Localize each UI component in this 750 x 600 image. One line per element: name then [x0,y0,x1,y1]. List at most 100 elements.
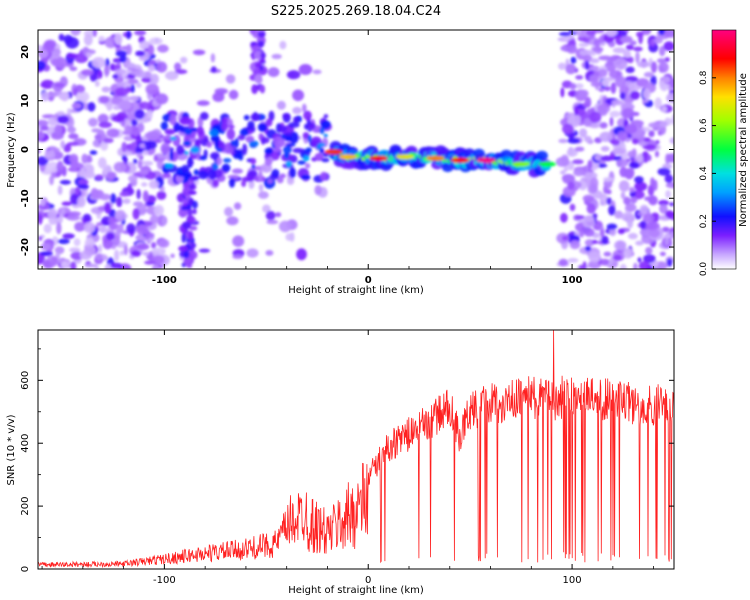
heatmap-cell [618,180,630,192]
heatmap-cell [239,128,249,136]
heatmap-cell [38,149,42,154]
heatmap-cell [251,164,256,170]
heatmap-cell [180,206,189,211]
heatmap-cell [323,133,328,138]
chart-title: S225.2025.269.18.04.C24 [271,4,441,19]
heatmap-cell [199,112,209,121]
heatmap-cell [323,114,329,119]
heatmap-cell [186,190,197,195]
heatmap-cell [622,107,635,119]
heatmap-cell [633,46,643,52]
heatmap-cell [641,30,652,36]
heatmap-cell [91,128,102,133]
heatmap-cell [305,147,312,153]
heatmap-cell [216,147,223,152]
heatmap-cell [606,223,618,230]
heatmap-cell [634,181,648,192]
heatmap-cell [119,191,130,197]
heatmap-cell [617,131,628,141]
heatmap-cell [97,157,107,169]
heatmap-cell [176,124,185,132]
heatmap-cell [144,140,157,150]
heatmap-cell [659,251,666,257]
heatmap-cell [114,249,120,262]
heatmap-cell [162,172,172,179]
heatmap-cell [111,114,126,122]
heatmap-cell [127,62,136,69]
heatmap-cell [562,123,574,135]
heatmap-cell [149,214,159,224]
heatmap-cell [83,33,93,46]
heatmap-cell [116,68,126,74]
top-y-tick-label: -10 [20,189,31,207]
colorbar-tick-label: 0.2 [699,214,709,228]
heatmap-cell [40,79,55,90]
heatmap-cell [250,158,257,165]
heatmap-cell [663,41,674,52]
heatmap-cell [292,106,302,115]
heatmap-cell [563,166,569,172]
snr-series-line [38,330,674,569]
heatmap-cell [590,81,604,87]
heatmap-cell [99,225,107,234]
heatmap-cell [583,118,592,127]
heatmap-cell [604,85,611,92]
heatmap-cell [611,99,624,106]
heatmap-cell [635,240,644,246]
heatmap-cell [451,157,469,163]
heatmap-cell [94,80,100,87]
heatmap-cell [614,210,623,219]
heatmap-cell [151,264,160,269]
heatmap-cell [88,117,98,127]
heatmap-cell [261,137,270,144]
heatmap-cell [567,138,581,144]
heatmap-cell [624,124,638,134]
heatmap-cell [558,62,566,70]
heatmap-cell [276,176,284,184]
heatmap-cell [252,30,261,39]
heatmap-cell [136,189,141,200]
heatmap-cell [569,240,581,250]
heatmap-cell [141,182,148,187]
heatmap-cell [60,91,70,102]
heatmap-cell [160,142,171,155]
heatmap-cell [128,95,140,102]
heatmap-cell [247,169,258,178]
heatmap-cell [289,232,295,242]
heatmap-cell [156,190,167,200]
heatmap-cell [284,135,292,142]
heatmap-cell [249,140,259,147]
heatmap-cell [644,196,655,202]
top-x-tick-label: 100 [562,275,583,286]
heatmap-cell [623,248,633,259]
heatmap-cell [191,200,198,209]
heatmap-cell [598,87,605,92]
heatmap-cell [58,33,65,42]
heatmap-cell [573,168,585,177]
heatmap-cell [73,87,78,97]
heatmap-cell [582,194,595,202]
heatmap-cell [566,44,578,54]
heatmap-cell [113,161,127,173]
heatmap-cell [38,213,43,225]
heatmap-cell [592,46,604,53]
heatmap-cell [639,204,649,215]
heatmap-cell [599,229,605,238]
heatmap-cell [297,160,307,165]
heatmap-cell [613,58,628,70]
heatmap-cell [116,196,123,208]
heatmap-cell [623,50,631,58]
heatmap-cell [314,185,322,196]
heatmap-cell [288,122,300,128]
heatmap-cell [136,224,149,235]
heatmap-cell [258,191,269,199]
heatmap-cell [619,263,627,269]
heatmap-cell [66,53,78,58]
heatmap-cell [149,37,163,45]
heatmap-cell [187,215,195,223]
top-y-tick-label: 0 [20,146,31,153]
heatmap-cell [599,122,608,129]
heatmap-cell [608,205,616,216]
heatmap-cell [103,137,114,144]
